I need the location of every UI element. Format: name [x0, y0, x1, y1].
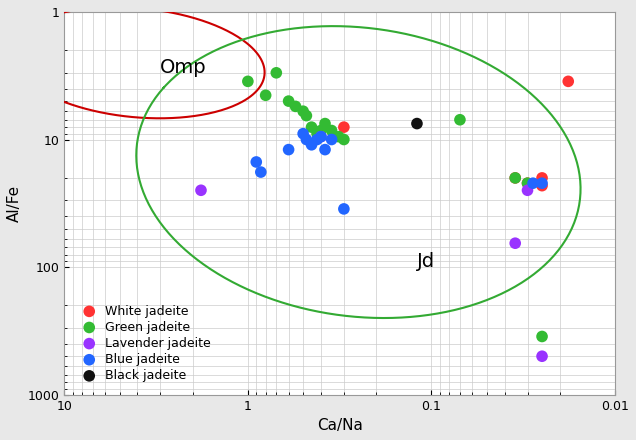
Text: Jd: Jd — [417, 252, 435, 271]
Green jadeite — [510, 174, 520, 181]
Lavender jadeite — [196, 187, 206, 194]
Lavender jadeite — [316, 133, 326, 140]
Legend: White jadeite, Green jadeite, Lavender jadeite, Blue jadeite, Black jadeite: White jadeite, Green jadeite, Lavender j… — [71, 298, 218, 389]
Green jadeite — [334, 133, 344, 140]
Green jadeite — [339, 136, 349, 143]
Lavender jadeite — [537, 353, 547, 360]
Green jadeite — [312, 130, 322, 137]
Green jadeite — [271, 69, 281, 76]
Green jadeite — [326, 127, 336, 134]
Green jadeite — [537, 333, 547, 340]
Green jadeite — [307, 124, 317, 131]
Green jadeite — [301, 112, 312, 119]
Blue jadeite — [298, 130, 308, 137]
Green jadeite — [243, 78, 253, 85]
Lavender jadeite — [522, 187, 532, 194]
White jadeite — [537, 174, 547, 181]
Blue jadeite — [316, 133, 326, 140]
Blue jadeite — [320, 146, 330, 153]
Blue jadeite — [301, 136, 312, 143]
Green jadeite — [320, 120, 330, 127]
Blue jadeite — [537, 180, 547, 187]
Blue jadeite — [326, 136, 336, 143]
Blue jadeite — [284, 146, 294, 153]
Blue jadeite — [339, 205, 349, 213]
White jadeite — [537, 182, 547, 189]
Blue jadeite — [251, 158, 261, 165]
Blue jadeite — [528, 180, 538, 187]
Green jadeite — [455, 116, 465, 123]
Y-axis label: Al/Fe: Al/Fe — [7, 185, 22, 222]
White jadeite — [522, 180, 532, 187]
Lavender jadeite — [510, 240, 520, 247]
White jadeite — [339, 124, 349, 131]
Text: Omp: Omp — [160, 58, 207, 77]
Black jadeite — [412, 120, 422, 127]
Green jadeite — [522, 180, 532, 187]
Green jadeite — [261, 92, 271, 99]
Blue jadeite — [307, 141, 317, 148]
X-axis label: Ca/Na: Ca/Na — [317, 418, 363, 433]
Green jadeite — [298, 108, 308, 115]
Green jadeite — [316, 127, 326, 134]
White jadeite — [510, 174, 520, 181]
Green jadeite — [291, 103, 301, 110]
Blue jadeite — [256, 169, 266, 176]
Blue jadeite — [312, 136, 322, 143]
White jadeite — [563, 78, 573, 85]
Green jadeite — [284, 98, 294, 105]
